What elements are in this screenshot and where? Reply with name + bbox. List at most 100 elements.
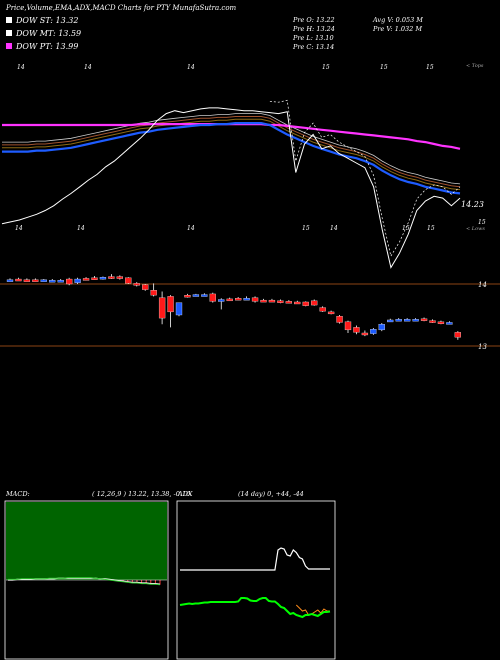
ema-close-white bbox=[1, 107, 461, 269]
adx-frame bbox=[176, 500, 336, 660]
candle-body bbox=[40, 279, 47, 282]
candle-body bbox=[218, 299, 225, 302]
candle-body bbox=[268, 299, 276, 303]
legend-dow-mt: DOW MT: 13.59 bbox=[15, 29, 81, 38]
candle-body bbox=[184, 295, 191, 298]
ema-lines bbox=[1, 99, 461, 269]
candle-body bbox=[294, 301, 301, 305]
candle-body bbox=[412, 319, 419, 322]
candle-body bbox=[158, 297, 166, 319]
ema-grey bbox=[2, 113, 461, 185]
legend-swatch-mt bbox=[6, 30, 12, 36]
candle-body bbox=[116, 276, 123, 279]
adx-panel: ADX (14 day) 0, +44, -44 bbox=[176, 490, 336, 660]
low-marker: 14 bbox=[77, 225, 85, 232]
candle-body bbox=[91, 277, 98, 280]
candle-body bbox=[387, 319, 394, 323]
top-marker: 14 bbox=[17, 64, 25, 71]
ema-brown-1 bbox=[2, 118, 461, 191]
candle-body bbox=[167, 296, 174, 313]
stat-avg-volume: Avg V: 0.053 M bbox=[372, 16, 423, 24]
macd-title: MACD: bbox=[5, 490, 30, 498]
adx-line bbox=[295, 604, 330, 616]
top-marker: 14 bbox=[84, 64, 92, 71]
top-marker: 15 bbox=[380, 64, 388, 71]
candle-body bbox=[403, 319, 411, 322]
candle-body bbox=[446, 322, 453, 325]
candle-body bbox=[285, 301, 293, 304]
ema-right-tick: 15 bbox=[478, 219, 486, 226]
candle-body bbox=[82, 278, 90, 281]
legend-swatch-st bbox=[6, 17, 12, 23]
ema-magenta bbox=[2, 123, 461, 150]
candle-body bbox=[251, 297, 259, 302]
candle-body bbox=[32, 279, 39, 282]
ema-blue bbox=[2, 122, 461, 195]
adx-lines bbox=[179, 547, 331, 619]
low-marker: 15 bbox=[402, 225, 410, 232]
ema-panel: < Tops < Lows 14 14 14 15 15 15 14 14 14 15 14 15 1… bbox=[1, 63, 486, 269]
candle-body bbox=[192, 294, 200, 297]
candle-body bbox=[344, 321, 352, 331]
candle-body bbox=[302, 301, 309, 306]
legend-dow-st: DOW ST: 13.32 bbox=[15, 16, 78, 25]
candle-body bbox=[277, 300, 284, 303]
candle-body bbox=[15, 278, 22, 282]
candle-body bbox=[226, 298, 233, 302]
tops-label: < Tops bbox=[466, 63, 484, 69]
stat-open: Pre O: 13.22 bbox=[292, 16, 335, 24]
price-label-13: 13 bbox=[478, 343, 487, 351]
low-marker: 15 bbox=[427, 225, 435, 232]
macd-line bbox=[8, 577, 161, 586]
candle-body bbox=[319, 307, 326, 312]
candle-body bbox=[378, 324, 385, 331]
candle-body bbox=[6, 279, 14, 282]
candle-body bbox=[150, 290, 157, 296]
low-marker: 15 bbox=[302, 225, 310, 232]
price-stats: Pre O: 13.22 Pre H: 13.24 Pre L: 13.10 P… bbox=[292, 16, 423, 51]
legend-dow-pt: DOW PT: 13.99 bbox=[15, 42, 78, 51]
candle-body bbox=[327, 311, 335, 315]
candle-body bbox=[108, 276, 115, 279]
candle-body bbox=[260, 299, 267, 303]
lows-markers: 14 14 14 15 14 15 15 bbox=[15, 225, 435, 232]
candle-body bbox=[420, 318, 428, 321]
candle-body bbox=[234, 298, 242, 301]
candle-body bbox=[133, 283, 140, 286]
candle-body bbox=[353, 327, 360, 333]
candle-body bbox=[99, 277, 107, 280]
macd-params: ( 12,26,9 ) 13.22, 13.38, -0.16 bbox=[92, 490, 190, 498]
macd-panel: MACD: ( 12,26,9 ) 13.22, 13.38, -0.16 bbox=[4, 490, 190, 660]
candle-body bbox=[311, 300, 318, 306]
candle-body bbox=[201, 294, 208, 297]
candle-body bbox=[142, 284, 149, 290]
tops-markers: 14 14 14 15 15 15 bbox=[17, 64, 434, 71]
candles bbox=[6, 274, 462, 340]
ema-brown-2 bbox=[2, 116, 461, 188]
adx-params: (14 day) 0, +44, -44 bbox=[238, 490, 304, 498]
price-label-14: 14 bbox=[478, 281, 487, 289]
candle-body bbox=[74, 278, 81, 283]
adx-plus-di bbox=[180, 547, 330, 571]
candle-body bbox=[209, 293, 216, 302]
macd-lines bbox=[6, 577, 167, 586]
candle-body bbox=[175, 302, 183, 316]
stat-close: Pre C: 13.14 bbox=[292, 43, 334, 51]
candle-body bbox=[125, 277, 132, 284]
candle-body bbox=[454, 332, 462, 338]
candle-body bbox=[429, 320, 436, 323]
candle-body bbox=[49, 280, 56, 283]
lows-label: < Lows bbox=[466, 226, 485, 232]
stat-high: Pre H: 13.24 bbox=[292, 25, 335, 33]
adx-title: ADX bbox=[177, 490, 193, 498]
adx-minus-di bbox=[179, 597, 331, 619]
candle-body bbox=[395, 319, 402, 322]
top-marker: 14 bbox=[187, 64, 195, 71]
stat-low: Pre L: 13.10 bbox=[292, 34, 334, 42]
top-marker: 15 bbox=[426, 64, 434, 71]
legend: DOW ST: 13.32 DOW MT: 13.59 DOW PT: 13.9… bbox=[6, 16, 81, 51]
low-marker: 14 bbox=[187, 225, 195, 232]
candle-body bbox=[437, 321, 445, 324]
candle-panel: 14 13 bbox=[0, 274, 500, 351]
